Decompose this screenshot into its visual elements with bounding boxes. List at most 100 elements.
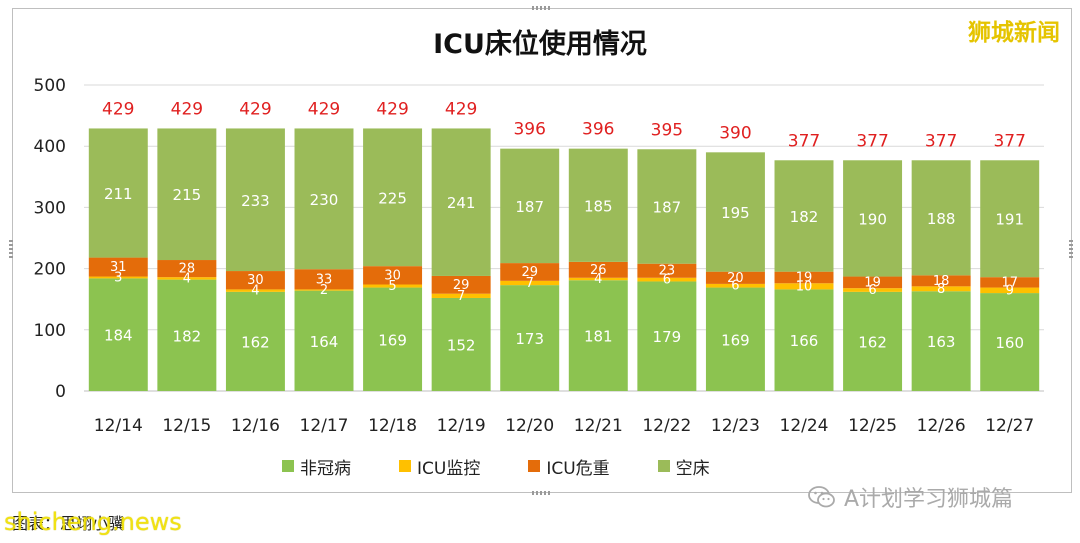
bar-segment (88, 128, 148, 258)
resize-handle-right[interactable] (1069, 240, 1073, 258)
data-label: 187 (515, 198, 544, 216)
resize-handle-left[interactable] (9, 240, 13, 258)
data-label: 3 (114, 270, 122, 285)
data-label: 173 (515, 330, 544, 348)
data-label: 182 (790, 208, 819, 226)
data-label: 19 (864, 275, 881, 290)
total-label: 429 (171, 99, 203, 119)
total-label: 390 (719, 123, 751, 143)
y-tick-label: 500 (34, 76, 66, 96)
bar-segment (157, 260, 217, 278)
total-label: 429 (308, 99, 340, 119)
watermark-text: shicheng.news (4, 508, 182, 536)
bar-segment (911, 160, 971, 276)
bar-segment (157, 128, 217, 261)
x-tick-label: 12/23 (711, 416, 760, 436)
bar-segment (843, 276, 903, 289)
resize-handle-bottom[interactable] (532, 491, 550, 495)
wechat-credit: A计划学习狮城篇 (808, 480, 1013, 514)
legend-swatch (528, 460, 541, 472)
bar-segment (705, 287, 765, 391)
data-label: 166 (790, 332, 819, 350)
legend-label: ICU监控 (417, 458, 481, 479)
bar-segment (980, 293, 1040, 391)
chart-legend: 非冠病 ICU监控 ICU危重 空床 (282, 454, 758, 479)
data-label: 18 (933, 274, 950, 289)
data-label: 185 (584, 197, 613, 215)
bar-segment (500, 285, 560, 391)
y-tick-label: 100 (34, 321, 66, 341)
total-label: 377 (925, 131, 957, 151)
data-label: 211 (104, 185, 133, 203)
data-label: 191 (995, 211, 1024, 229)
y-tick-label: 300 (34, 198, 66, 218)
legend-item: ICU危重 (528, 454, 610, 479)
bar-segment (774, 160, 834, 272)
data-label: 162 (858, 333, 887, 351)
bar-segment (431, 275, 491, 294)
x-tick-label: 12/27 (985, 416, 1034, 436)
bar-segment (637, 281, 697, 391)
data-label: 164 (310, 333, 339, 351)
bar-segment (294, 289, 354, 291)
bar-segment (980, 160, 1040, 278)
bar-segment (911, 286, 971, 292)
y-tick-label: 0 (55, 382, 66, 402)
bar-segment (294, 128, 354, 270)
bar-segment (431, 293, 491, 298)
data-label: 230 (310, 191, 339, 209)
data-label: 179 (653, 328, 682, 346)
x-tick-label: 12/19 (437, 416, 486, 436)
bar-segment (500, 280, 560, 286)
total-label: 429 (445, 99, 477, 119)
data-label: 10 (796, 279, 813, 294)
legend-swatch (282, 460, 294, 472)
data-label: 23 (659, 264, 676, 279)
data-label: 19 (796, 270, 813, 285)
legend-label: 非冠病 (300, 458, 351, 479)
bar-segment (88, 257, 148, 277)
y-tick-label: 400 (34, 137, 66, 157)
data-label: 195 (721, 204, 750, 222)
total-label: 377 (788, 131, 820, 151)
data-label: 30 (247, 273, 264, 288)
data-label: 29 (453, 278, 470, 293)
bar-segment (88, 276, 148, 279)
bar-segment (363, 287, 423, 391)
bar-segment (637, 277, 697, 282)
resize-handle-top[interactable] (532, 6, 550, 10)
bar-segment (568, 261, 628, 278)
bar-segment (431, 297, 491, 391)
bar-segment (568, 277, 628, 281)
data-label: 188 (927, 210, 956, 228)
data-label: 225 (378, 189, 407, 207)
x-tick-label: 12/25 (848, 416, 897, 436)
data-label: 6 (663, 273, 671, 288)
bar-segment (500, 148, 560, 264)
bar-segment (637, 263, 697, 278)
legend-swatch (657, 460, 670, 472)
data-label: 31 (110, 260, 127, 275)
data-label: 28 (179, 262, 196, 277)
data-label: 215 (173, 186, 202, 204)
chart-title: ICU床位使用情况 (433, 29, 647, 60)
total-label: 396 (513, 120, 545, 140)
data-label: 29 (521, 265, 538, 280)
wechat-icon (808, 485, 836, 509)
data-label: 7 (526, 276, 534, 291)
data-label: 184 (104, 327, 133, 345)
legend-item: ICU监控 (399, 454, 480, 479)
data-label: 169 (721, 331, 750, 349)
data-label: 30 (384, 268, 401, 283)
bar-segment (980, 287, 1040, 294)
bar-segment (363, 128, 423, 267)
bar-segment (911, 291, 971, 391)
bar-segment (774, 289, 834, 391)
bar-segment (911, 275, 971, 287)
data-label: 4 (183, 271, 191, 286)
data-label: 162 (241, 333, 270, 351)
data-label: 5 (388, 279, 396, 294)
data-label: 160 (995, 334, 1024, 352)
y-tick-label: 200 (34, 260, 66, 280)
